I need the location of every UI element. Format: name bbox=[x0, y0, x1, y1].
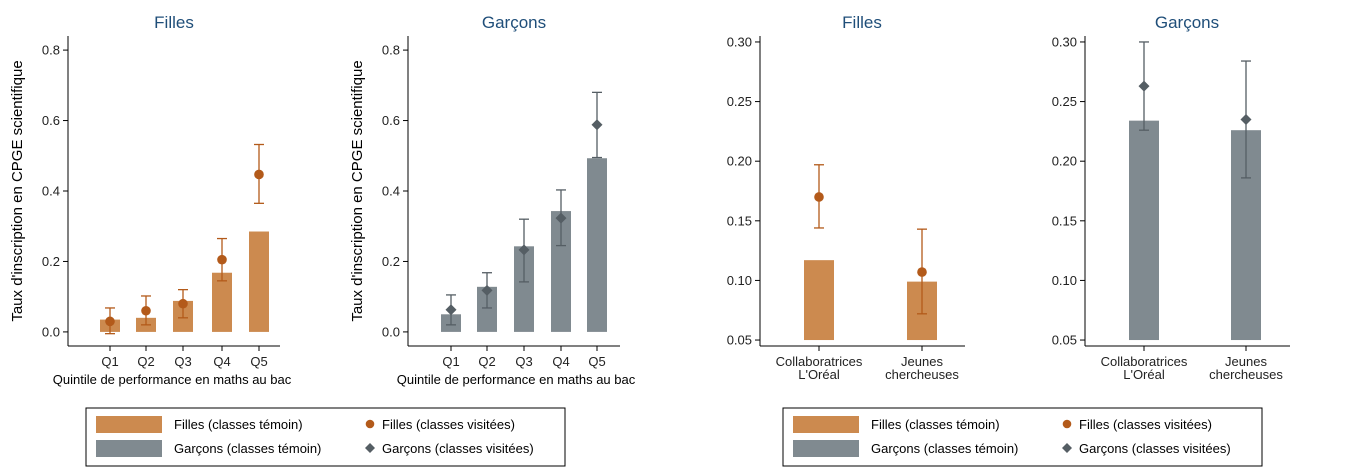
x-tick-label: Jeunes bbox=[1225, 354, 1267, 369]
y-tick-label: 0.4 bbox=[42, 184, 60, 199]
x-tick-label: Q2 bbox=[137, 354, 154, 369]
y-tick-label: 0.6 bbox=[382, 113, 400, 128]
y-tick-label: 0.0 bbox=[382, 324, 400, 339]
y-tick-label: 0.2 bbox=[382, 254, 400, 269]
x-tick-label: Collaboratrices bbox=[776, 354, 863, 369]
data-point-circle bbox=[217, 254, 227, 265]
chart-panel-3: Filles 0.05 0.10 0.15 0.20 0.25 0.30 Collaborat… bbox=[727, 13, 965, 382]
y-tick-label: 0.8 bbox=[42, 43, 60, 58]
legend-frame bbox=[782, 407, 1263, 467]
bar bbox=[551, 211, 571, 332]
data-point-diamond bbox=[518, 244, 530, 256]
data-point-diamond bbox=[1138, 80, 1150, 92]
y-tick-label: 0.10 bbox=[1052, 273, 1077, 288]
data-point-diamond bbox=[481, 284, 493, 296]
legend-label: Filles (classes témoin) bbox=[174, 417, 303, 432]
chart-panel-2: Garçons 0.0 0.2 0.4 0.6 0.8 Q1 Q2 Q3 Q4 Q5 Quintile… bbox=[349, 13, 636, 387]
x-tick-label: Q1 bbox=[101, 354, 118, 369]
data-point-circle bbox=[178, 298, 188, 309]
data-point-diamond bbox=[591, 119, 603, 131]
panel-title: Filles bbox=[154, 13, 194, 32]
x-tick-label: L'Oréal bbox=[1123, 367, 1165, 382]
y-tick-label: 0.10 bbox=[727, 273, 752, 288]
y-axis-title: Taux d'inscription en CPGE scientifique bbox=[349, 60, 366, 321]
x-tick-label: Q5 bbox=[250, 354, 267, 369]
bar bbox=[249, 231, 269, 332]
x-tick-label: Q3 bbox=[174, 354, 191, 369]
legend-label: Garçons (classes témoin) bbox=[174, 441, 321, 456]
legend-label: Filles (classes visitées) bbox=[382, 417, 515, 432]
y-tick-label: 0.20 bbox=[1052, 154, 1077, 169]
x-tick-label: Q4 bbox=[213, 354, 230, 369]
bar bbox=[514, 246, 534, 332]
chart-panel-1: Filles 0.0 0.2 0.4 0.6 0.8 Q1 Q2 Q3 Q4 Q5 Quintile … bbox=[9, 13, 292, 387]
bar bbox=[804, 260, 834, 341]
y-tick-label: 0.30 bbox=[1052, 34, 1077, 49]
x-tick-label: Q1 bbox=[442, 354, 459, 369]
x-tick-label: chercheuses bbox=[1209, 367, 1283, 382]
x-tick-label: Q3 bbox=[515, 354, 532, 369]
legend-marker-diamond bbox=[365, 443, 375, 453]
legend-marker-diamond bbox=[1062, 443, 1072, 453]
y-tick-label: 0.20 bbox=[727, 154, 752, 169]
x-axis-title: Quintile de performance en maths au bac bbox=[397, 372, 636, 387]
bar bbox=[587, 158, 607, 332]
x-tick-label: chercheuses bbox=[885, 367, 959, 382]
legend-swatch-bar bbox=[793, 440, 859, 457]
panel-title: Garçons bbox=[1155, 13, 1219, 32]
y-tick-label: 0.25 bbox=[727, 94, 752, 109]
legend-swatch-bar bbox=[793, 416, 859, 433]
legend-label: Garçons (classes visitées) bbox=[382, 441, 534, 456]
panel-title: Filles bbox=[842, 13, 882, 32]
y-tick-label: 0.15 bbox=[1052, 213, 1077, 228]
data-point-circle bbox=[141, 305, 151, 316]
legend-frame bbox=[85, 407, 566, 467]
y-tick-label: 0.05 bbox=[1052, 333, 1077, 348]
bar bbox=[1129, 120, 1159, 341]
legend-swatch-bar bbox=[96, 416, 162, 433]
bar bbox=[212, 272, 232, 332]
y-tick-label: 0.25 bbox=[1052, 94, 1077, 109]
y-tick-label: 0.05 bbox=[727, 333, 752, 348]
x-axis-title: Quintile de performance en maths au bac bbox=[53, 372, 292, 387]
data-point-diamond bbox=[1240, 113, 1252, 125]
x-tick-label: Collaboratrices bbox=[1101, 354, 1188, 369]
x-tick-label: Q2 bbox=[478, 354, 495, 369]
chart-panel-4: Garçons 0.05 0.10 0.15 0.20 0.25 0.30 Collabora… bbox=[1052, 13, 1290, 382]
x-tick-label: Q4 bbox=[552, 354, 569, 369]
y-tick-label: 0.15 bbox=[727, 213, 752, 228]
legend-label: Garçons (classes témoin) bbox=[871, 441, 1018, 456]
data-point-circle bbox=[917, 267, 927, 277]
legend-swatch-bar bbox=[96, 440, 162, 457]
legend-1: Filles (classes témoin) Filles (classes v… bbox=[85, 407, 566, 467]
data-point-diamond bbox=[555, 212, 567, 224]
data-point-circle bbox=[254, 169, 264, 180]
bar bbox=[477, 286, 497, 332]
y-axis-title: Taux d'inscription en CPGE scientifique bbox=[9, 60, 26, 321]
x-tick-label: Q5 bbox=[588, 354, 605, 369]
y-tick-label: 0.30 bbox=[727, 34, 752, 49]
legend-label: Filles (classes témoin) bbox=[871, 417, 1000, 432]
legend-label: Filles (classes visitées) bbox=[1079, 417, 1212, 432]
y-tick-label: 0.0 bbox=[42, 324, 60, 339]
y-tick-label: 0.8 bbox=[382, 43, 400, 58]
legend-marker-circle bbox=[1062, 419, 1072, 429]
y-tick-label: 0.6 bbox=[42, 113, 60, 128]
data-point-circle bbox=[105, 316, 115, 327]
x-tick-label: L'Oréal bbox=[798, 367, 840, 382]
x-tick-label: Jeunes bbox=[901, 354, 943, 369]
y-tick-label: 0.2 bbox=[42, 254, 60, 269]
legend-2: Filles (classes témoin) Filles (classes v… bbox=[782, 407, 1263, 467]
data-point-diamond bbox=[445, 304, 457, 316]
legend-label: Garçons (classes visitées) bbox=[1079, 441, 1231, 456]
legend-marker-circle bbox=[365, 419, 375, 429]
y-tick-label: 0.4 bbox=[382, 184, 400, 199]
panel-title: Garçons bbox=[482, 13, 546, 32]
data-point-circle bbox=[814, 192, 824, 202]
